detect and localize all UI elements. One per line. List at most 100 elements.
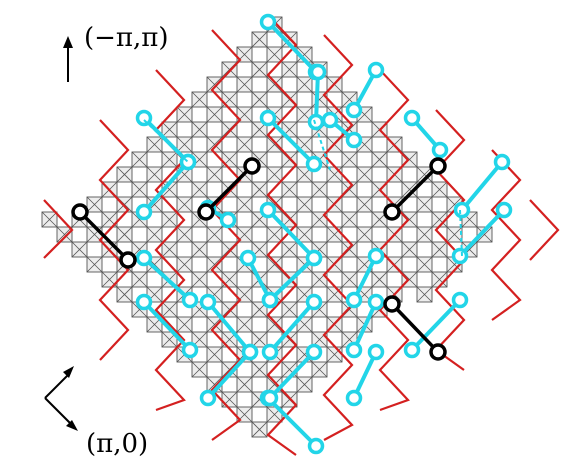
lattice-site xyxy=(161,241,178,258)
dimer-site xyxy=(383,203,401,221)
lattice-site xyxy=(416,166,433,183)
site-cross-b xyxy=(266,76,283,93)
site-cross-b xyxy=(416,196,433,213)
site-cross-b xyxy=(311,361,328,378)
cyan-dimer xyxy=(261,249,323,309)
site-cross-b xyxy=(191,361,208,378)
cyan-dimer xyxy=(261,343,323,407)
site-cross-b xyxy=(296,286,313,303)
cyan-dimer xyxy=(345,293,385,359)
zigzag-path xyxy=(98,119,130,361)
site-cross-b xyxy=(176,316,193,333)
dimer-site xyxy=(493,153,511,171)
lattice-site xyxy=(281,61,298,78)
site-cross-b xyxy=(206,376,223,393)
site-cross-b xyxy=(251,421,268,438)
site-cross-b xyxy=(206,346,223,363)
dimer-site xyxy=(239,249,257,267)
lattice-site xyxy=(266,46,283,63)
lattice-site xyxy=(191,181,208,198)
lattice-site xyxy=(236,136,253,153)
site-cross-b xyxy=(416,286,433,303)
lattice-site xyxy=(401,181,418,198)
lattice-site xyxy=(161,301,178,318)
cyan-dimer xyxy=(307,63,327,131)
site-cross-b xyxy=(416,226,433,243)
lattice-site xyxy=(176,226,193,243)
lattice-site xyxy=(116,226,133,243)
zigzag-path xyxy=(266,14,298,456)
site-cross-b xyxy=(341,151,358,168)
zigzag-path xyxy=(43,199,74,259)
lattice-site xyxy=(416,196,433,213)
dimer-bond xyxy=(266,20,318,74)
dimer-site xyxy=(135,293,153,311)
dimer-site xyxy=(367,293,385,311)
zigzag-path xyxy=(210,29,242,441)
site-cross-b xyxy=(356,106,373,123)
site-cross-b xyxy=(251,181,268,198)
black-dimers xyxy=(71,157,447,361)
dimer-site xyxy=(431,141,449,159)
dimer-site xyxy=(451,291,469,309)
dimer-site xyxy=(71,203,89,221)
lattice-site xyxy=(161,121,178,138)
dimer-bond xyxy=(142,300,192,352)
lattice-site xyxy=(266,76,283,93)
site-cross-b xyxy=(296,226,313,243)
dimer-bond xyxy=(142,160,190,214)
lattice-site xyxy=(206,316,223,333)
site-cross-b xyxy=(236,136,253,153)
lattice-site xyxy=(221,151,238,168)
dimer-site xyxy=(135,203,153,221)
lattice-site xyxy=(341,211,358,228)
lattice-site xyxy=(356,226,373,243)
up-arrow-icon xyxy=(63,36,73,82)
site-cross-b xyxy=(191,121,208,138)
dimer-site xyxy=(119,251,137,269)
site-cross-b xyxy=(431,211,448,228)
site-cross-b xyxy=(236,196,253,213)
dimer-site xyxy=(345,291,363,309)
dimer-bond xyxy=(268,256,316,302)
lattice-site xyxy=(161,211,178,228)
site-cross-b xyxy=(206,166,223,183)
cyan-dimer xyxy=(259,109,323,173)
site-cross-b xyxy=(356,136,373,153)
lattice-site xyxy=(236,46,253,63)
lattice-site xyxy=(311,361,328,378)
lattice-site xyxy=(176,316,193,333)
lattice-site xyxy=(221,91,238,108)
dimer-site xyxy=(367,61,385,79)
black-dimer xyxy=(71,203,137,269)
dimer-site xyxy=(429,157,447,175)
site-cross-b xyxy=(266,136,283,153)
dimer-site xyxy=(429,343,447,361)
lattice-site xyxy=(326,346,343,363)
dimer-site xyxy=(345,101,363,119)
site-cross-b xyxy=(131,151,148,168)
site-cross-b xyxy=(176,136,193,153)
lattice-site xyxy=(251,31,268,48)
lattice-site xyxy=(266,316,283,333)
dimer-bond xyxy=(142,256,192,302)
dimer-bond xyxy=(78,210,130,262)
dimer-bond xyxy=(352,300,378,352)
dimer-bond xyxy=(266,396,318,448)
lattice-site xyxy=(236,286,253,303)
dimer-site xyxy=(259,201,277,219)
site-cross-b xyxy=(281,181,298,198)
site-cross-b xyxy=(206,106,223,123)
lattice-sites xyxy=(41,16,493,438)
site-cross-b xyxy=(296,316,313,333)
site-cross-b xyxy=(281,301,298,318)
cyan-dimer xyxy=(403,109,449,159)
dimer-bond xyxy=(460,160,504,212)
lattice-site xyxy=(236,376,253,393)
site-cross-b xyxy=(161,211,178,228)
site-cross-b xyxy=(416,166,433,183)
site-cross-b xyxy=(161,181,178,198)
lattice-site xyxy=(146,166,163,183)
site-cross-b xyxy=(326,286,343,303)
site-cross-b xyxy=(206,76,223,93)
